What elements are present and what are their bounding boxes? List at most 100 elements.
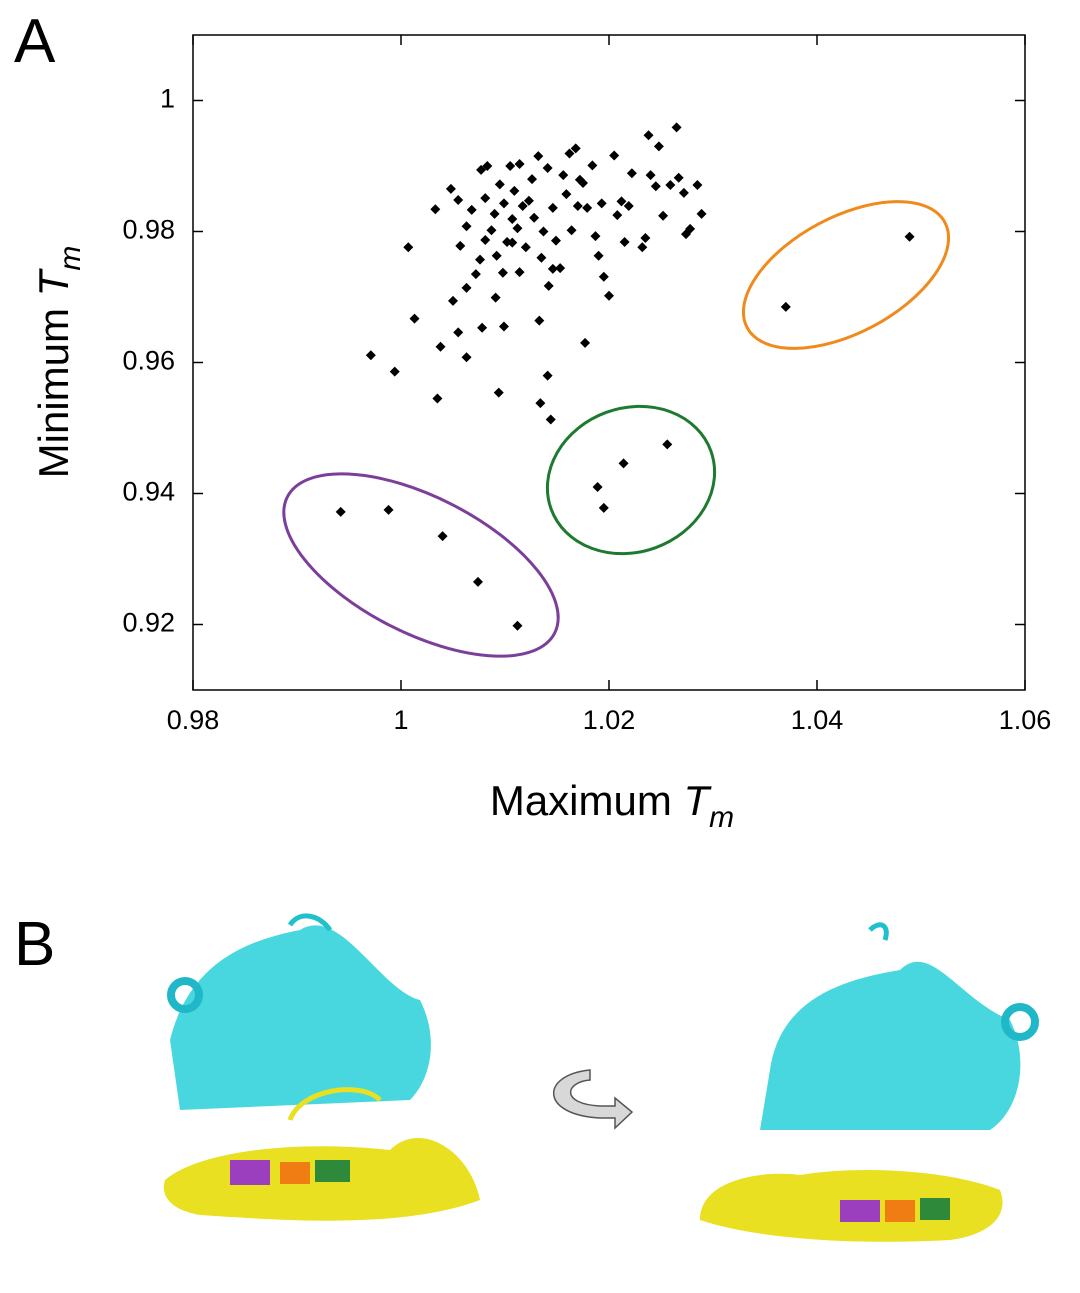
panel-label: A [14, 7, 56, 76]
point [547, 202, 558, 213]
point [455, 240, 466, 251]
point [389, 366, 400, 377]
x-tick-label: 1.04 [791, 705, 844, 735]
point [604, 290, 614, 301]
point [476, 164, 487, 175]
point [512, 620, 523, 631]
point [536, 252, 547, 263]
y-tick-label: 0.92 [122, 608, 175, 638]
point [547, 263, 558, 274]
point [572, 200, 583, 211]
group-ellipse [282, 472, 560, 658]
point [598, 271, 609, 282]
point [490, 292, 501, 303]
point [534, 315, 545, 326]
point [480, 193, 491, 204]
point [493, 387, 504, 398]
point [486, 225, 497, 236]
y-tick-label: 0.94 [122, 477, 175, 507]
point [507, 237, 518, 248]
point [619, 236, 630, 247]
y-tick-label: 1 [160, 84, 175, 114]
point [472, 576, 483, 587]
label-text: Minimum [30, 296, 77, 478]
point [650, 181, 661, 192]
point [542, 162, 553, 173]
label-text: Maximum [490, 777, 684, 824]
point [637, 242, 648, 253]
plot-frame [192, 34, 1026, 691]
point [403, 242, 414, 253]
point [432, 393, 443, 404]
point [498, 321, 509, 332]
point [618, 458, 629, 469]
point [491, 250, 502, 261]
point [477, 322, 488, 333]
point [466, 204, 477, 215]
point [507, 214, 518, 225]
point [470, 269, 481, 280]
protein-left [163, 913, 481, 1221]
point [520, 242, 531, 253]
point [574, 174, 585, 185]
point [480, 235, 491, 246]
point [461, 221, 472, 232]
point [590, 231, 601, 242]
x-tick-label: 0.98 [167, 705, 220, 735]
point [555, 263, 566, 274]
point [593, 250, 604, 261]
point [696, 208, 707, 219]
point [435, 341, 446, 352]
point [692, 179, 703, 190]
point [582, 202, 593, 213]
point [598, 502, 609, 513]
y-tick-label: 0.98 [122, 215, 175, 245]
point [678, 187, 689, 198]
point [550, 235, 561, 246]
panel-label: B [14, 910, 55, 979]
point [558, 170, 569, 181]
point [430, 204, 441, 215]
point [538, 226, 549, 237]
x-axis-label: Maximum Tm [490, 777, 734, 834]
point [587, 160, 598, 171]
point [497, 267, 508, 278]
protein-right [700, 922, 1039, 1242]
point [673, 172, 684, 183]
point [335, 506, 346, 517]
point [409, 313, 420, 324]
point [640, 233, 651, 244]
point [653, 141, 664, 152]
point [570, 143, 581, 154]
point [514, 267, 525, 278]
point [542, 370, 553, 381]
point [566, 225, 577, 236]
point [502, 236, 513, 247]
rotate-arrow [552, 1069, 634, 1130]
point [535, 398, 546, 409]
point [533, 151, 544, 162]
point [609, 150, 620, 161]
point [514, 159, 525, 170]
point [592, 481, 603, 492]
group-ellipse [741, 200, 951, 350]
x-tick-label: 1.06 [999, 705, 1052, 735]
point [596, 198, 607, 209]
point [645, 170, 656, 181]
point [517, 200, 528, 211]
point [509, 185, 520, 196]
label-var: T [684, 777, 713, 824]
point [643, 130, 654, 141]
point [561, 189, 572, 200]
point [662, 439, 673, 450]
point [445, 183, 456, 194]
point [453, 327, 464, 338]
point [564, 148, 575, 159]
point [665, 179, 676, 190]
point [904, 231, 915, 242]
point [498, 198, 509, 209]
label-var: T [30, 267, 77, 296]
point [529, 212, 540, 223]
